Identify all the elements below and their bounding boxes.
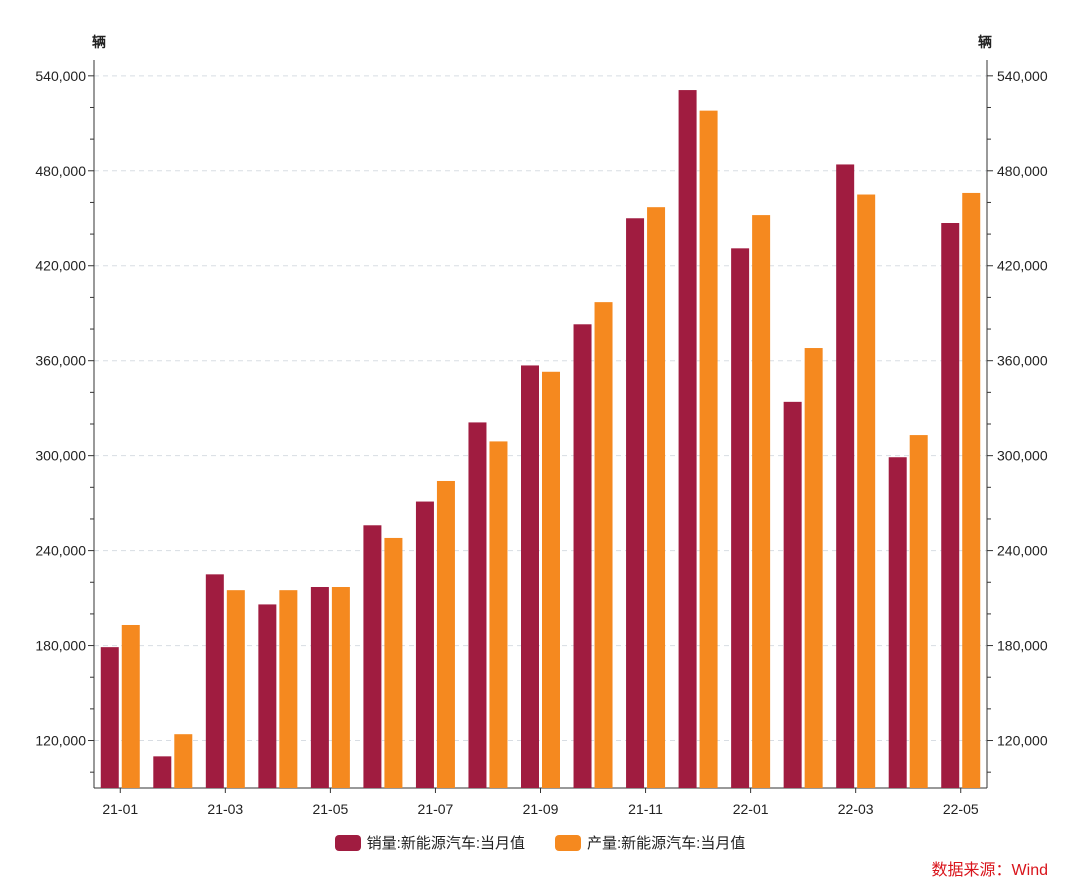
bar-production — [594, 302, 613, 788]
bar-production — [542, 371, 560, 788]
bar-sales — [521, 365, 539, 788]
y-tick-label-left: 240,000 — [35, 543, 86, 559]
bar-sales — [258, 604, 277, 788]
legend-swatch-production — [555, 834, 581, 851]
bar-sales — [100, 647, 119, 788]
bar-sales — [731, 248, 750, 788]
bar-sales — [626, 218, 645, 788]
bar-production — [331, 587, 350, 788]
bar-production — [647, 207, 666, 788]
bar-sales — [153, 756, 172, 788]
bar-sales — [468, 422, 487, 788]
bar-production — [226, 590, 245, 788]
y-axis-unit-right: 辆 — [978, 34, 992, 50]
bar-sales — [941, 223, 960, 789]
bar-production — [279, 590, 298, 788]
y-tick-label-left: 360,000 — [35, 353, 86, 369]
bar-sales — [678, 90, 697, 788]
y-tick-label-right: 540,000 — [997, 68, 1048, 84]
x-tick-label: 22-01 — [733, 801, 769, 817]
x-tick-label: 21-03 — [207, 801, 243, 817]
x-tick-label: 22-03 — [838, 801, 874, 817]
bar-sales — [310, 587, 329, 788]
y-tick-label-left: 120,000 — [35, 733, 86, 749]
legend-item-production: 产量:新能源汽车:当月值 — [555, 832, 745, 853]
x-tick-label: 21-07 — [418, 801, 454, 817]
bar-production — [436, 480, 455, 788]
y-tick-label-right: 240,000 — [997, 543, 1048, 559]
data-source-note: 数据来源：Wind — [931, 862, 1048, 879]
y-axis-unit-left: 辆 — [92, 34, 106, 50]
legend-label-sales: 销量:新能源汽车:当月值 — [366, 835, 525, 852]
x-tick-label: 21-01 — [102, 801, 138, 817]
bar-production — [804, 348, 823, 788]
bar-production — [174, 734, 193, 788]
bar-sales — [836, 164, 855, 789]
y-tick-label-right: 300,000 — [997, 448, 1048, 464]
y-tick-label-right: 420,000 — [997, 258, 1048, 274]
bar-production — [962, 192, 981, 788]
y-tick-label-left: 180,000 — [35, 638, 86, 654]
bar-production — [857, 194, 876, 789]
bar-production — [121, 624, 140, 788]
bar-sales — [573, 324, 592, 788]
bar-production — [384, 537, 403, 788]
x-tick-label: 21-11 — [628, 801, 663, 817]
legend-item-sales: 销量:新能源汽车:当月值 — [334, 832, 525, 853]
bar-sales — [415, 501, 434, 788]
bar-sales — [888, 457, 907, 788]
legend-swatch-sales — [334, 834, 361, 851]
legend-label-production: 产量:新能源汽车:当月值 — [587, 835, 746, 852]
bar-production — [752, 215, 771, 789]
chart-legend: 销量:新能源汽车:当月值 产量:新能源汽车:当月值 — [0, 832, 1080, 853]
y-tick-label-left: 300,000 — [35, 448, 86, 464]
y-tick-label-right: 480,000 — [997, 163, 1048, 179]
y-tick-label-left: 420,000 — [35, 258, 86, 274]
x-tick-label: 21-05 — [312, 801, 348, 817]
y-tick-label-right: 180,000 — [997, 638, 1048, 654]
y-tick-label-right: 360,000 — [997, 353, 1048, 369]
bar-production — [489, 441, 508, 788]
y-tick-label-right: 120,000 — [997, 733, 1048, 749]
bar-production — [909, 435, 928, 788]
bar-chart: 120,000 120,000 180,000 180,000 240,000 240,0… — [35, 60, 1048, 817]
y-tick-label-left: 540,000 — [35, 68, 86, 84]
bar-sales — [783, 401, 802, 788]
x-tick-label: 22-05 — [943, 801, 979, 817]
bar-production — [699, 110, 718, 788]
y-tick-label-left: 480,000 — [35, 163, 86, 179]
x-tick-label: 21-09 — [523, 801, 559, 817]
bar-sales — [205, 574, 224, 788]
bar-sales — [363, 525, 382, 788]
